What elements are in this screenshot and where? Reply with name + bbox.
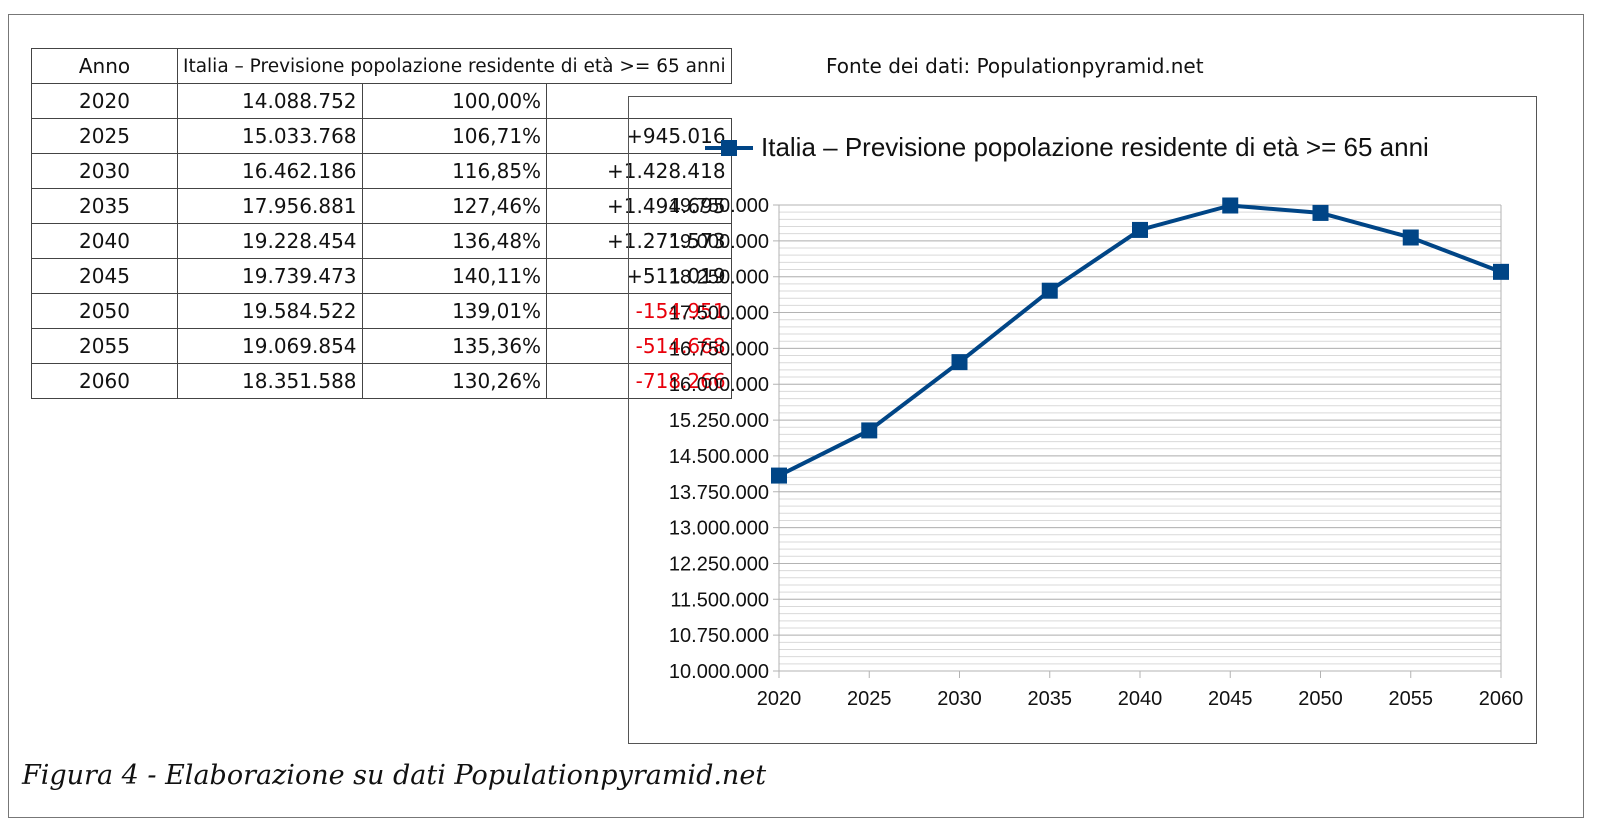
data-point-marker	[1222, 197, 1239, 214]
data-point-marker	[861, 422, 878, 439]
population-cell: 16.462.186	[177, 153, 363, 189]
population-cell: 19.228.454	[177, 223, 363, 259]
year-cell: 2025	[31, 118, 178, 154]
y-tick-label: 16.000.000	[669, 374, 769, 396]
x-tick-label: 2060	[1479, 688, 1524, 710]
x-tick-label: 2040	[1118, 688, 1163, 710]
table-row: 2035 17.956.881 127,46% +1.494.695	[31, 188, 732, 224]
population-cell: 15.033.768	[177, 118, 363, 154]
y-tick-label: 10.750.000	[669, 625, 769, 647]
legend-marker-swatch	[721, 140, 737, 156]
year-cell: 2040	[31, 223, 178, 259]
difference-cell: -154.951	[546, 293, 732, 329]
population-cell: 19.739.473	[177, 258, 363, 294]
difference-cell	[546, 83, 732, 119]
table-row: 2050 19.584.522 139,01% -154.951	[31, 293, 732, 329]
population-cell: 14.088.752	[177, 83, 363, 119]
table-header-row: Anno Italia – Previsione popolazione res…	[31, 48, 732, 84]
x-tick-label: 2035	[1028, 688, 1073, 710]
year-cell: 2050	[31, 293, 178, 329]
data-point-marker	[1402, 229, 1419, 246]
x-tick-label: 2020	[757, 688, 802, 710]
percent-cell: 100,00%	[361, 83, 548, 119]
table-row: 2045 19.739.473 140,11% +511.019	[31, 258, 732, 294]
source-text: Fonte dei dati: Populationpyramid.net	[826, 54, 1204, 78]
data-point-marker	[1493, 263, 1509, 280]
data-point-marker	[1312, 204, 1329, 221]
year-cell: 2020	[31, 83, 178, 119]
data-point-marker	[1132, 221, 1148, 238]
percent-cell: 139,01%	[361, 293, 548, 329]
y-tick-label: 11.500.000	[670, 589, 769, 611]
data-table: Anno Italia – Previsione popolazione res…	[31, 48, 732, 399]
table-row: 2025 15.033.768 106,71% +945.016	[31, 118, 732, 154]
data-point-marker	[771, 467, 787, 484]
data-point-marker	[951, 354, 968, 371]
x-tick-label: 2050	[1298, 688, 1343, 710]
x-tick-label: 2030	[937, 688, 982, 710]
year-cell: 2030	[31, 153, 178, 189]
chart-box: 10.000.000 10.750.000 11.500.000 12.250.000…	[628, 96, 1537, 744]
y-tick-label: 19.750.000	[669, 195, 769, 217]
y-tick-label: 13.000.000	[669, 518, 769, 540]
percent-cell: 135,36%	[361, 328, 548, 364]
header-year: Anno	[31, 48, 178, 84]
x-tick-label: 2025	[847, 688, 892, 710]
y-tick-label: 18.250.000	[669, 267, 769, 289]
table-row: 2055 19.069.854 135,36% -514.668	[31, 328, 732, 364]
population-cell: 18.351.588	[177, 363, 363, 399]
series-line	[778, 203, 1502, 478]
y-tick-label: 13.750.000	[669, 482, 769, 504]
year-cell: 2060	[31, 363, 178, 399]
table-row: 2040 19.228.454 136,48% +1.271.573	[31, 223, 732, 259]
percent-cell: 130,26%	[361, 363, 548, 399]
population-cell: 19.584.522	[177, 293, 363, 329]
difference-cell: -514.668	[546, 328, 732, 364]
population-cell: 17.956.881	[177, 188, 363, 224]
y-tick-label: 15.250.000	[669, 410, 769, 432]
y-tick-label: 19.000.000	[669, 231, 769, 253]
year-cell: 2055	[31, 328, 178, 364]
difference-cell: -718.266	[546, 363, 732, 399]
population-cell: 19.069.854	[177, 328, 363, 364]
y-tick-label: 16.750.000	[669, 338, 769, 360]
figure-caption: Figura 4 - Elaborazione su dati Populati…	[22, 760, 767, 791]
difference-cell: +945.016	[546, 118, 732, 154]
difference-cell: +1.494.695	[546, 188, 732, 224]
y-tick-label: 10.000.000	[669, 661, 769, 683]
data-point-marker	[1041, 282, 1058, 299]
figure-frame	[8, 14, 1584, 818]
percent-cell: 127,46%	[361, 188, 548, 224]
legend-label: Italia – Previsione popolazione resident…	[761, 132, 1429, 162]
year-cell: 2045	[31, 258, 178, 294]
difference-cell: +1.428.418	[546, 153, 732, 189]
percent-cell: 116,85%	[361, 153, 548, 189]
percent-cell: 106,71%	[361, 118, 548, 154]
year-cell: 2035	[31, 188, 178, 224]
y-tick-label: 12.250.000	[669, 553, 769, 575]
x-tick-label: 2055	[1389, 688, 1434, 710]
percent-cell: 140,11%	[361, 258, 548, 294]
y-tick-label: 17.500.000	[669, 303, 769, 325]
line-chart: 10.000.000 10.750.000 11.500.000 12.250.000…	[669, 132, 1524, 710]
table-row: 2020 14.088.752 100,00%	[31, 83, 732, 119]
table-row: 2030 16.462.186 116,85% +1.428.418	[31, 153, 732, 189]
percent-cell: 136,48%	[361, 223, 548, 259]
table-row: 2060 18.351.588 130,26% -718.266	[31, 363, 732, 399]
difference-cell: +1.271.573	[546, 223, 732, 259]
difference-cell: +511.019	[546, 258, 732, 294]
header-title: Italia – Previsione popolazione resident…	[177, 48, 732, 84]
x-tick-label: 2045	[1208, 688, 1253, 710]
y-tick-label: 14.500.000	[669, 446, 769, 468]
